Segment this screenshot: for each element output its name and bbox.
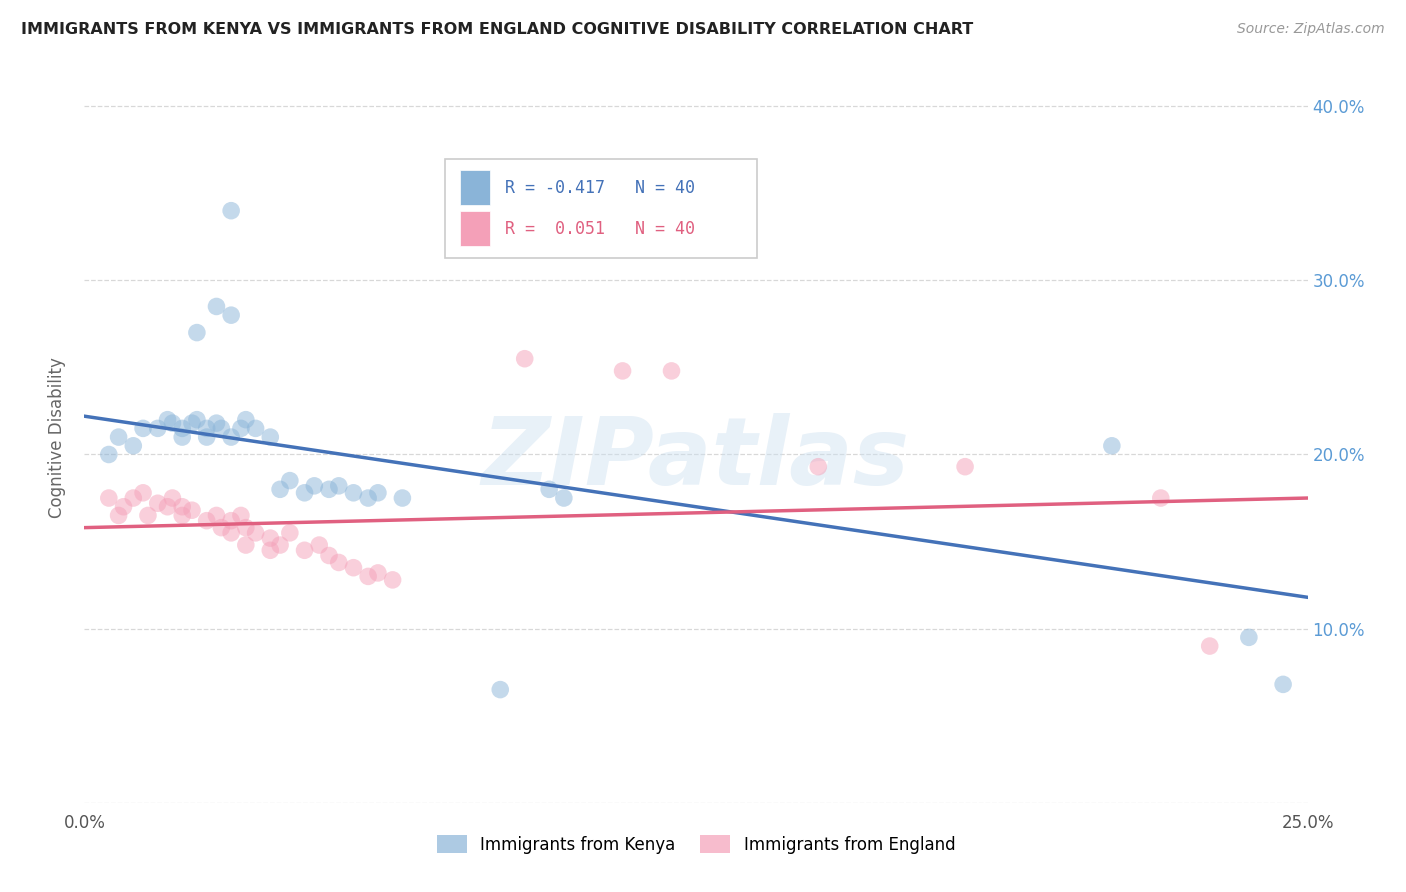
Point bbox=[342, 560, 364, 574]
Point bbox=[367, 485, 389, 500]
FancyBboxPatch shape bbox=[446, 159, 758, 258]
Point bbox=[357, 491, 380, 505]
Point bbox=[553, 491, 575, 505]
Point bbox=[229, 421, 252, 435]
Point bbox=[107, 430, 129, 444]
Legend: Immigrants from Kenya, Immigrants from England: Immigrants from Kenya, Immigrants from E… bbox=[430, 829, 962, 860]
Point bbox=[132, 421, 155, 435]
Point bbox=[269, 483, 291, 497]
Point bbox=[97, 491, 120, 505]
Point bbox=[172, 508, 194, 523]
Point bbox=[953, 459, 976, 474]
Point bbox=[172, 430, 194, 444]
Point bbox=[259, 543, 281, 558]
Point bbox=[294, 485, 316, 500]
Point bbox=[381, 573, 404, 587]
Text: R =  0.051   N = 40: R = 0.051 N = 40 bbox=[505, 219, 695, 237]
Point bbox=[235, 521, 257, 535]
Point bbox=[245, 525, 267, 540]
Point bbox=[661, 364, 683, 378]
Point bbox=[146, 421, 169, 435]
Point bbox=[1150, 491, 1173, 505]
Point bbox=[156, 412, 179, 426]
Point bbox=[367, 566, 389, 580]
Point bbox=[308, 538, 330, 552]
Text: ZIPatlas: ZIPatlas bbox=[482, 413, 910, 505]
Point bbox=[1101, 439, 1123, 453]
Point bbox=[162, 416, 184, 430]
Point bbox=[195, 514, 218, 528]
Point bbox=[156, 500, 179, 514]
Point bbox=[205, 416, 228, 430]
Point bbox=[219, 514, 242, 528]
Point bbox=[259, 531, 281, 545]
Point bbox=[219, 203, 242, 218]
Point bbox=[219, 430, 242, 444]
Point bbox=[97, 448, 120, 462]
Point bbox=[269, 538, 291, 552]
Point bbox=[318, 549, 340, 563]
Point bbox=[122, 491, 145, 505]
Text: R = -0.417   N = 40: R = -0.417 N = 40 bbox=[505, 178, 695, 196]
Point bbox=[195, 421, 218, 435]
Point bbox=[219, 525, 242, 540]
Point bbox=[172, 500, 194, 514]
Point bbox=[195, 430, 218, 444]
Point bbox=[259, 430, 281, 444]
Point bbox=[489, 682, 512, 697]
Point bbox=[278, 474, 301, 488]
Point bbox=[807, 459, 830, 474]
Point bbox=[181, 416, 204, 430]
Point bbox=[205, 508, 228, 523]
Point bbox=[513, 351, 536, 366]
Point bbox=[186, 326, 208, 340]
Point bbox=[209, 521, 232, 535]
Point bbox=[357, 569, 380, 583]
Point bbox=[122, 439, 145, 453]
Point bbox=[112, 500, 135, 514]
Point bbox=[235, 538, 257, 552]
Point bbox=[304, 479, 326, 493]
Point bbox=[612, 364, 634, 378]
Point bbox=[278, 525, 301, 540]
Point bbox=[318, 483, 340, 497]
Point bbox=[132, 485, 155, 500]
Point bbox=[328, 479, 350, 493]
Point bbox=[294, 543, 316, 558]
Text: IMMIGRANTS FROM KENYA VS IMMIGRANTS FROM ENGLAND COGNITIVE DISABILITY CORRELATIO: IMMIGRANTS FROM KENYA VS IMMIGRANTS FROM… bbox=[21, 22, 973, 37]
Point bbox=[235, 412, 257, 426]
Point bbox=[391, 491, 413, 505]
Point bbox=[219, 308, 242, 322]
Point bbox=[1272, 677, 1295, 691]
Point bbox=[209, 421, 232, 435]
Text: Source: ZipAtlas.com: Source: ZipAtlas.com bbox=[1237, 22, 1385, 37]
Point bbox=[186, 412, 208, 426]
Bar bbox=[460, 211, 491, 246]
Y-axis label: Cognitive Disability: Cognitive Disability bbox=[48, 357, 66, 517]
Point bbox=[229, 508, 252, 523]
Bar bbox=[460, 170, 491, 205]
Point bbox=[107, 508, 129, 523]
Point bbox=[245, 421, 267, 435]
Point bbox=[181, 503, 204, 517]
Point bbox=[172, 421, 194, 435]
Point bbox=[162, 491, 184, 505]
Point bbox=[342, 485, 364, 500]
Point bbox=[1237, 631, 1260, 645]
Point bbox=[205, 300, 228, 314]
Point bbox=[538, 483, 561, 497]
Point bbox=[136, 508, 159, 523]
Point bbox=[1198, 639, 1220, 653]
Point bbox=[328, 556, 350, 570]
Point bbox=[146, 496, 169, 510]
